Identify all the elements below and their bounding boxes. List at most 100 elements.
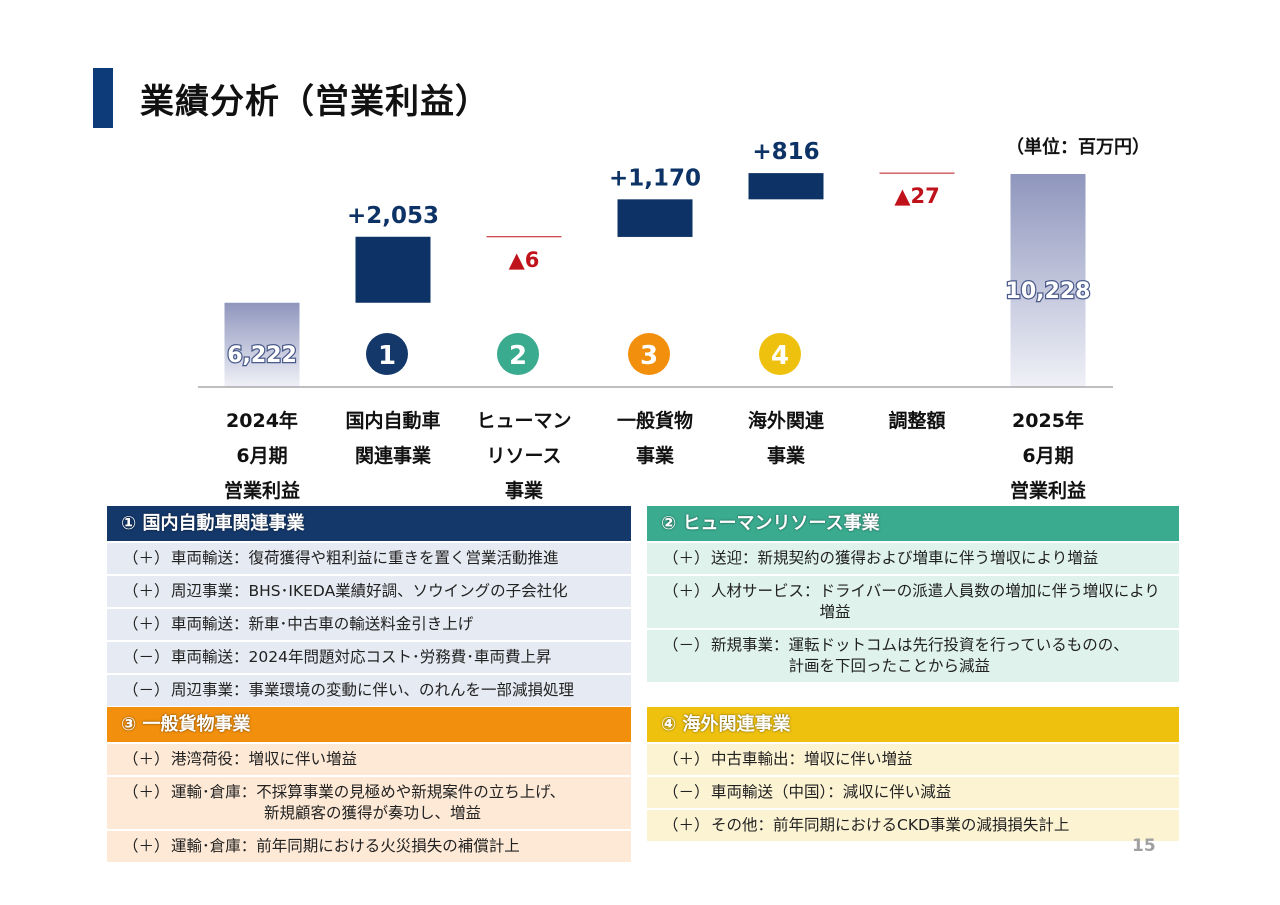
row-text: 車両輸送（中国）：減収に伴い減益 bbox=[711, 783, 952, 801]
data-label: 6,222 bbox=[227, 343, 297, 368]
detail-row: （－）車両輸送：2024年問題対応コスト･労務費･車両費上昇 bbox=[107, 640, 631, 673]
detail-row: （－）周辺事業：事業環境の変動に伴い、のれんを一部減損処理 bbox=[107, 673, 631, 706]
row-text: 港湾荷役：増収に伴い増益 bbox=[171, 750, 358, 768]
row-text: 運輸･倉庫：不採算事業の見極めや新規案件の立ち上げ、 bbox=[171, 783, 566, 801]
detail-row: （－）車両輸送（中国）：減収に伴い減益 bbox=[647, 775, 1179, 808]
row-text: 人材サービス：ドライバーの派遣人員数の増加に伴う増収により bbox=[711, 582, 1160, 600]
row-text: 送迎：新規契約の獲得および増車に伴う増収により増益 bbox=[711, 549, 1099, 567]
waterfall-chart: 6,222 +2,053 1 ▲6 2 +1,170 3 +816 4 ▲27 10,228 bbox=[198, 139, 1113, 388]
row-sign: （＋） bbox=[663, 750, 710, 768]
page-number: 15 bbox=[1132, 836, 1156, 856]
detail-row: （－）新規事業：運転ドットコムは先行投資を行っているものの、計画を下回ったことか… bbox=[647, 628, 1179, 682]
bar-total-0 bbox=[224, 302, 300, 387]
detail-row: （＋）中古車輸出：増収に伴い増益 bbox=[647, 742, 1179, 775]
category-label: 一般貨物 事業 bbox=[585, 404, 725, 474]
category-line: 2025年 bbox=[1012, 410, 1084, 432]
category-line: 一般貨物 bbox=[616, 410, 693, 432]
row-text-continued: 新規顧客の獲得が奏功し、増益 bbox=[264, 804, 482, 822]
row-sign: （＋） bbox=[123, 837, 170, 855]
row-text: 車両輸送：復荷獲得や粗利益に重きを置く営業活動推進 bbox=[171, 549, 559, 567]
detail-row: （＋）その他：前年同期におけるCKD事業の減損損失計上 bbox=[647, 808, 1179, 841]
category-label: 海外関連 事業 bbox=[716, 404, 856, 474]
data-label: +1,170 bbox=[609, 165, 701, 191]
category-label: 国内自動車 関連事業 bbox=[323, 404, 463, 474]
category-line: ヒューマン bbox=[476, 410, 572, 432]
row-text: 車両輸送：新車･中古車の輸送料金引き上げ bbox=[171, 615, 474, 633]
row-text: 周辺事業：事業環境の変動に伴い、のれんを一部減損処理 bbox=[171, 681, 575, 699]
category-line: 6月期 bbox=[1022, 445, 1074, 467]
row-text: 新規事業：運転ドットコムは先行投資を行っているものの、 bbox=[711, 636, 1129, 654]
row-sign: （－） bbox=[123, 648, 170, 666]
panel-header: ② ヒューマンリソース事業 bbox=[647, 506, 1179, 541]
row-text: その他：前年同期におけるCKD事業の減損損失計上 bbox=[711, 816, 1070, 834]
bar-total-6 bbox=[1010, 173, 1086, 387]
detail-row: （＋）送迎：新規契約の獲得および増車に伴う増収により増益 bbox=[647, 541, 1179, 574]
row-sign: （＋） bbox=[123, 615, 170, 633]
detail-row: （＋）運輸･倉庫：不採算事業の見極めや新規案件の立ち上げ、新規顧客の獲得が奏功し… bbox=[107, 775, 631, 829]
badge-number: 2 bbox=[509, 341, 527, 371]
row-text: 中古車輸出：増収に伴い増益 bbox=[711, 750, 913, 768]
detail-row: （＋）人材サービス：ドライバーの派遣人員数の増加に伴う増収により増益 bbox=[647, 574, 1179, 628]
row-text: 車両輸送：2024年問題対応コスト･労務費･車両費上昇 bbox=[171, 648, 552, 666]
row-text: 周辺事業：BHS･IKEDA業績好調、ソウイングの子会社化 bbox=[171, 582, 568, 600]
panel-domestic-auto: ① 国内自動車関連事業 （＋）車両輸送：復荷獲得や粗利益に重きを置く営業活動推進… bbox=[107, 506, 631, 706]
detail-row: （＋）運輸･倉庫：前年同期における火災損失の補償計上 bbox=[107, 829, 631, 862]
category-label: ヒューマンリソース事業 bbox=[454, 404, 594, 509]
detail-row: （＋）車両輸送：復荷獲得や粗利益に重きを置く営業活動推進 bbox=[107, 541, 631, 574]
data-label: 10,228 bbox=[1006, 279, 1091, 304]
unit-label: （単位：百万円） bbox=[1006, 137, 1150, 158]
category-line: 営業利益 bbox=[1009, 480, 1086, 502]
category-line: 国内自動車 bbox=[345, 410, 441, 432]
panel-header: ④ 海外関連事業 bbox=[647, 707, 1179, 742]
row-sign: （＋） bbox=[663, 549, 710, 567]
detail-row: （＋）周辺事業：BHS･IKEDA業績好調、ソウイングの子会社化 bbox=[107, 574, 631, 607]
row-sign: （－） bbox=[663, 783, 710, 801]
panel-human-resource: ② ヒューマンリソース事業 （＋）送迎：新規契約の獲得および増車に伴う増収により… bbox=[647, 506, 1179, 682]
panel-general-cargo: ③ 一般貨物事業 （＋）港湾荷役：増収に伴い増益 （＋）運輸･倉庫：不採算事業の見… bbox=[107, 707, 631, 862]
badge-circle-4 bbox=[759, 333, 801, 375]
row-sign: （＋） bbox=[663, 816, 710, 834]
badge-circle-2 bbox=[497, 333, 539, 375]
category-line: 調整額 bbox=[888, 410, 946, 432]
badge-circle-1 bbox=[366, 333, 408, 375]
title-accent-bar bbox=[93, 68, 113, 128]
row-text-continued: 計画を下回ったことから減益 bbox=[788, 657, 991, 675]
category-label: 2024年 6月期営業利益 bbox=[192, 404, 332, 509]
panel-header: ③ 一般貨物事業 bbox=[107, 707, 631, 742]
data-label: +2,053 bbox=[347, 203, 439, 229]
bar-increase-4 bbox=[748, 173, 824, 200]
badge-number: 1 bbox=[378, 341, 396, 371]
category-label: 2025年 6月期営業利益 bbox=[978, 404, 1118, 509]
badge-number: 4 bbox=[771, 341, 789, 371]
data-label: ▲27 bbox=[894, 184, 939, 208]
badge-circle-3 bbox=[628, 333, 670, 375]
panel-overseas: ④ 海外関連事業 （＋）中古車輸出：増収に伴い増益 （－）車両輸送（中国）：減収に… bbox=[647, 707, 1179, 841]
category-line: 事業 bbox=[766, 445, 805, 467]
row-sign: （－） bbox=[123, 681, 170, 699]
row-text: 運輸･倉庫：前年同期における火災損失の補償計上 bbox=[171, 837, 520, 855]
category-line: 6月期 bbox=[236, 445, 288, 467]
category-line: 事業 bbox=[504, 480, 543, 502]
bar-increase-1 bbox=[355, 236, 431, 303]
row-sign: （＋） bbox=[663, 582, 710, 600]
detail-row: （＋）車両輸送：新車･中古車の輸送料金引き上げ bbox=[107, 607, 631, 640]
badge-number: 3 bbox=[640, 341, 658, 371]
row-sign: （＋） bbox=[123, 783, 170, 801]
category-line: 事業 bbox=[635, 445, 674, 467]
row-sign: （＋） bbox=[123, 549, 170, 567]
row-text-continued: 増益 bbox=[819, 603, 851, 621]
row-sign: （＋） bbox=[123, 582, 170, 600]
category-line: 2024年 bbox=[226, 410, 298, 432]
row-sign: （＋） bbox=[123, 750, 170, 768]
data-label: +816 bbox=[752, 139, 819, 165]
category-line: 海外関連 bbox=[747, 410, 824, 432]
category-line: 関連事業 bbox=[354, 445, 431, 467]
panel-header: ① 国内自動車関連事業 bbox=[107, 506, 631, 541]
page-title: 業績分析（営業利益） bbox=[140, 82, 490, 122]
detail-row: （＋）港湾荷役：増収に伴い増益 bbox=[107, 742, 631, 775]
row-sign: （－） bbox=[663, 636, 710, 654]
category-line: リソース bbox=[486, 445, 562, 467]
data-label: ▲6 bbox=[509, 248, 540, 272]
bar-increase-3 bbox=[617, 199, 693, 237]
category-line: 営業利益 bbox=[223, 480, 300, 502]
